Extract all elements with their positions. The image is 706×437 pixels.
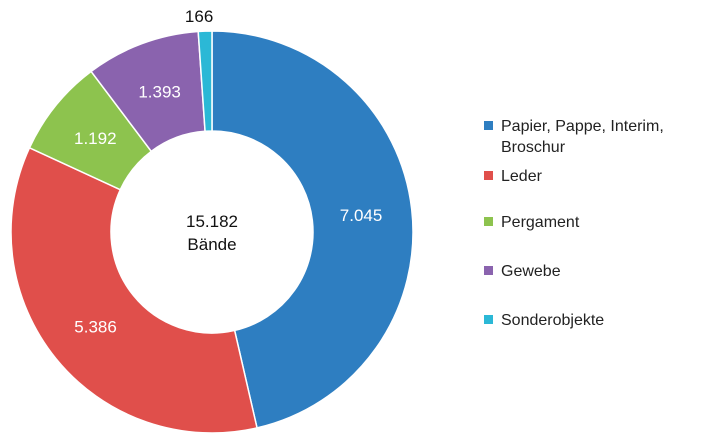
legend-label: Papier, Pappe, Interim, Broschur: [501, 118, 664, 156]
legend-item-sonderobjekte: Sonderobjekte: [484, 310, 604, 331]
legend-label: Pergament: [501, 214, 580, 231]
legend-swatch: [484, 266, 493, 275]
slice-value-label-1: 7.045: [340, 206, 383, 225]
legend-label: Leder: [501, 168, 542, 185]
legend-swatch: [484, 217, 493, 226]
legend-item-leder: Leder: [484, 166, 542, 187]
legend-swatch: [484, 171, 493, 180]
slice-value-label-3: 1.192: [74, 129, 117, 148]
donut-slice-5: [197, 30, 213, 133]
legend-swatch: [484, 121, 493, 130]
donut-slices: [10, 30, 414, 434]
donut-slice-2: [10, 146, 258, 434]
slice-labels: 7.045 5.386 1.192 1.393 166: [74, 7, 382, 337]
legend-item-papier: Papier, Pappe, Interim, Broschur: [484, 116, 701, 158]
slice-value-label-2: 5.386: [74, 318, 117, 337]
legend-label: Sonderobjekte: [501, 312, 605, 329]
legend-swatch: [484, 315, 493, 324]
legend-item-gewebe: Gewebe: [484, 261, 561, 282]
center-total-unit: Bände: [187, 235, 236, 254]
slice-value-label-4: 1.393: [138, 82, 181, 101]
legend-label: Gewebe: [501, 263, 561, 280]
slice-value-label-5: 166: [185, 7, 213, 26]
center-total-value: 15.182: [186, 212, 238, 231]
legend-item-pergament: Pergament: [484, 212, 579, 233]
donut-slice-1: [211, 30, 414, 429]
